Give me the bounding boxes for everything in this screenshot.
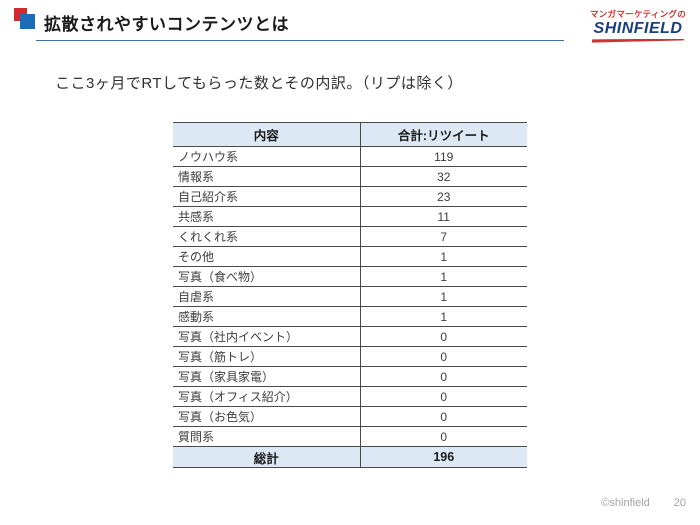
- table-row: 写真（お色気） 0: [173, 406, 527, 427]
- table-row: 写真（筋トレ） 0: [173, 346, 527, 367]
- row-label: 写真（オフィス紹介）: [173, 386, 361, 407]
- logo-swoosh-icon: [592, 38, 684, 43]
- slide-subtitle: ここ3ヶ月でRTしてもらった数とその内訳。（リプは除く）: [55, 75, 463, 92]
- row-value: 7: [360, 226, 527, 247]
- row-value: 1: [360, 266, 527, 287]
- row-label: その他: [173, 246, 361, 267]
- total-value: 196: [360, 446, 527, 468]
- row-label: 質問系: [173, 426, 361, 447]
- row-label: くれくれ系: [173, 226, 361, 247]
- total-label: 総計: [173, 446, 361, 468]
- copyright-text: ©shinfield: [601, 497, 650, 509]
- row-value: 1: [360, 246, 527, 267]
- row-label: ノウハウ系: [173, 146, 361, 167]
- title-marker-icon: [14, 8, 38, 32]
- table-row: 共感系 11: [173, 206, 527, 227]
- slide-footer: ©shinfield 20: [601, 497, 686, 509]
- header-total-retweets-column: 合計:リツイート: [360, 122, 527, 147]
- table-row: 写真（オフィス紹介） 0: [173, 386, 527, 407]
- table-row: ノウハウ系 119: [173, 146, 527, 167]
- table-row: 写真（食べ物） 1: [173, 266, 527, 287]
- row-value: 1: [360, 306, 527, 327]
- row-value: 23: [360, 186, 527, 207]
- row-value: 11: [360, 206, 527, 227]
- table-total-row: 総計 196: [173, 446, 527, 468]
- title-underline: [36, 40, 564, 41]
- row-value: 0: [360, 386, 527, 407]
- row-label: 写真（お色気）: [173, 406, 361, 427]
- row-value: 1: [360, 286, 527, 307]
- table-row: その他 1: [173, 246, 527, 267]
- table-row: 情報系 32: [173, 166, 527, 187]
- table-row: 写真（家具家電） 0: [173, 366, 527, 387]
- row-value: 0: [360, 326, 527, 347]
- table-row: 写真（社内イベント） 0: [173, 326, 527, 347]
- row-label: 写真（筋トレ）: [173, 346, 361, 367]
- logo-brand: SHINFIELD: [593, 20, 683, 37]
- table-row: 自己紹介系 23: [173, 186, 527, 207]
- row-label: 写真（家具家電）: [173, 366, 361, 387]
- table-row: 感動系 1: [173, 306, 527, 327]
- row-label: 自虐系: [173, 286, 361, 307]
- logo-tagline: マンガマーケティングの: [589, 9, 687, 19]
- row-value: 32: [360, 166, 527, 187]
- rt-breakdown-table: 内容 合計:リツイート ノウハウ系 119 情報系 32 自己紹介系 23 共感系 11 くれく…: [173, 122, 527, 468]
- row-value: 119: [360, 146, 527, 167]
- row-value: 0: [360, 366, 527, 387]
- row-value: 0: [360, 426, 527, 447]
- row-label: 感動系: [173, 306, 361, 327]
- row-label: 情報系: [173, 166, 361, 187]
- row-label: 自己紹介系: [173, 186, 361, 207]
- row-value: 0: [360, 346, 527, 367]
- page-number: 20: [673, 497, 686, 509]
- row-label: 共感系: [173, 206, 361, 227]
- shinfield-logo: マンガマーケティングの SHINFIELD: [588, 8, 688, 43]
- table-row: 自虐系 1: [173, 286, 527, 307]
- blue-square-icon: [20, 14, 35, 29]
- table-body: ノウハウ系 119 情報系 32 自己紹介系 23 共感系 11 くれくれ系 7 その他 1 写真（食べ…: [173, 146, 527, 447]
- table-row: 質問系 0: [173, 426, 527, 447]
- row-label: 写真（食べ物）: [173, 266, 361, 287]
- table-row: くれくれ系 7: [173, 226, 527, 247]
- row-value: 0: [360, 406, 527, 427]
- table-header-row: 内容 合計:リツイート: [173, 122, 527, 147]
- row-label: 写真（社内イベント）: [173, 326, 361, 347]
- page-title: 拡散されやすいコンテンツとは: [44, 15, 289, 34]
- header-content-column: 内容: [173, 122, 361, 147]
